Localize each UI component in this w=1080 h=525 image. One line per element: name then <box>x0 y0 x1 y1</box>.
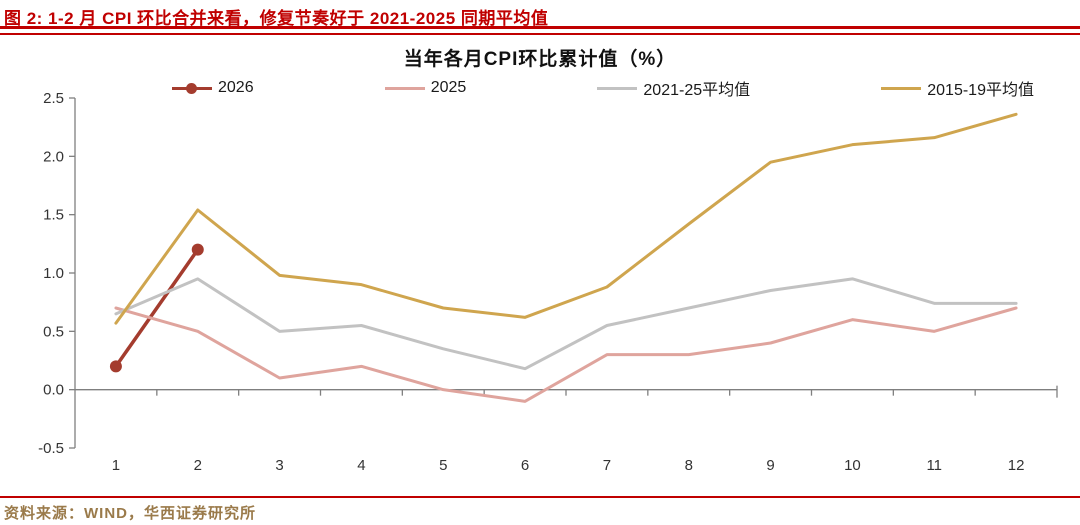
series-line-2021-25平均值 <box>114 277 1018 371</box>
legend-line-swatch <box>597 83 638 94</box>
y-tick-label: 0.0 <box>43 382 64 399</box>
legend-label: 2021-25平均值 <box>643 82 751 99</box>
x-tick-label: 12 <box>1008 457 1025 474</box>
legend-item-2026: 2026 <box>172 79 254 97</box>
header-rule-thick <box>0 26 1080 29</box>
legend-line <box>597 86 638 90</box>
x-tick-label: 9 <box>766 457 774 474</box>
x-tick-label: 6 <box>521 457 529 474</box>
series-line-2015-19平均值 <box>114 112 1018 325</box>
chart-legend: 2026 2025 2021-25平均值 2015-19平均值 <box>172 76 1034 100</box>
legend-line-swatch <box>384 83 425 94</box>
figure-caption: 图 2: 1-2 月 CPI 环比合并来看，修复节奏好于 2021-2025 同… <box>4 9 549 28</box>
y-tick-label: -0.5 <box>38 440 64 457</box>
chart-title: 当年各月CPI环比累计值（%） <box>403 49 677 70</box>
legend-line <box>384 86 425 90</box>
footer-rule <box>0 496 1080 498</box>
legend-line-swatch <box>172 82 212 94</box>
header-rule-thin <box>0 33 1080 35</box>
y-tick-label: 0.5 <box>43 323 64 340</box>
y-tick-label: 1.5 <box>43 207 64 224</box>
series-marker-2026 <box>191 243 204 256</box>
x-tick-label: 11 <box>926 457 942 474</box>
legend-item-2025: 2025 <box>384 79 467 97</box>
legend-item-2015-19平均值: 2015-19平均值 <box>881 76 1034 100</box>
legend-item-2021-25平均值: 2021-25平均值 <box>597 76 750 100</box>
legend-line-swatch <box>881 83 922 94</box>
y-tick-label: 2.0 <box>43 148 64 165</box>
legend-marker-dot <box>186 82 197 94</box>
legend-label: 2026 <box>218 79 254 96</box>
y-tick-label: 1.0 <box>43 265 64 282</box>
x-tick-label: 10 <box>844 457 861 474</box>
y-tick-label: 2.5 <box>43 90 64 107</box>
x-tick-label: 2 <box>194 457 202 474</box>
x-tick-label: 8 <box>685 457 693 474</box>
legend-label: 2025 <box>430 79 467 96</box>
legend-label: 2015-19平均值 <box>927 82 1034 99</box>
legend-line <box>881 86 922 90</box>
x-tick-label: 5 <box>439 457 447 474</box>
x-tick-label: 1 <box>112 457 120 474</box>
series-marker-2026 <box>109 360 122 373</box>
series-line-2025 <box>114 306 1018 403</box>
x-tick-label: 3 <box>275 457 283 474</box>
series-line-2026 <box>114 247 200 369</box>
x-tick-label: 4 <box>357 457 365 474</box>
source-note: 资料来源：WIND，华西证券研究所 <box>4 505 256 522</box>
x-tick-label: 7 <box>603 457 611 474</box>
